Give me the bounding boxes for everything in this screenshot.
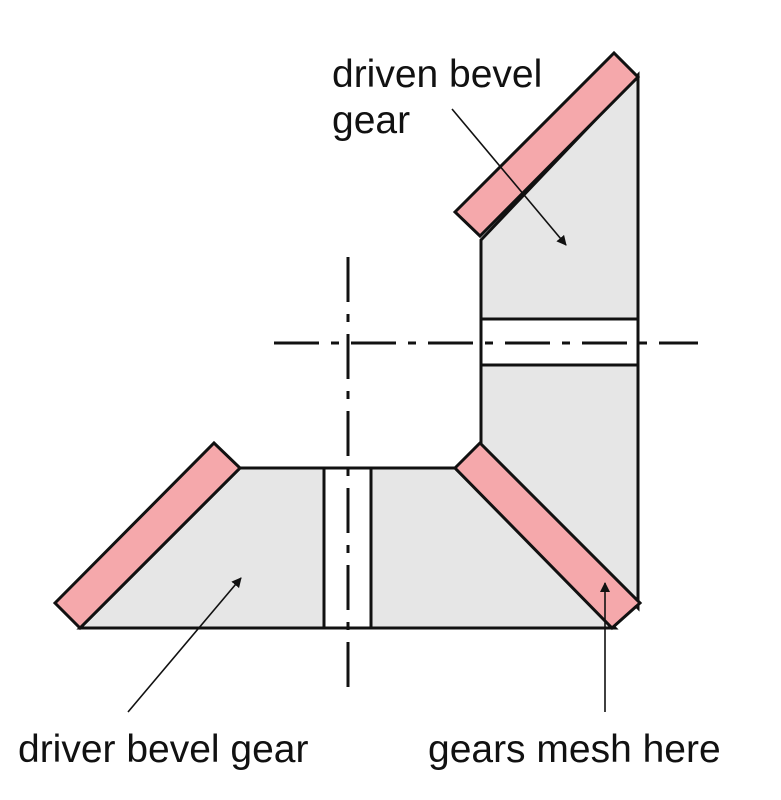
driven-gear-teeth [452,50,641,239]
driven-gear-label-line1: driven bevel [332,53,543,96]
driven-gear-arrow [451,108,567,246]
driver-gear-arrow [127,577,242,713]
driven-gear-label: driven bevel gear [332,52,542,144]
driver-gear-teeth [52,440,243,631]
gears-mesh-label: gears mesh here [428,728,721,771]
driver-gear-label: driver bevel gear [18,728,309,771]
mesh-gear-teeth [452,440,643,631]
driven-gear-label-line2: gear [332,99,411,142]
